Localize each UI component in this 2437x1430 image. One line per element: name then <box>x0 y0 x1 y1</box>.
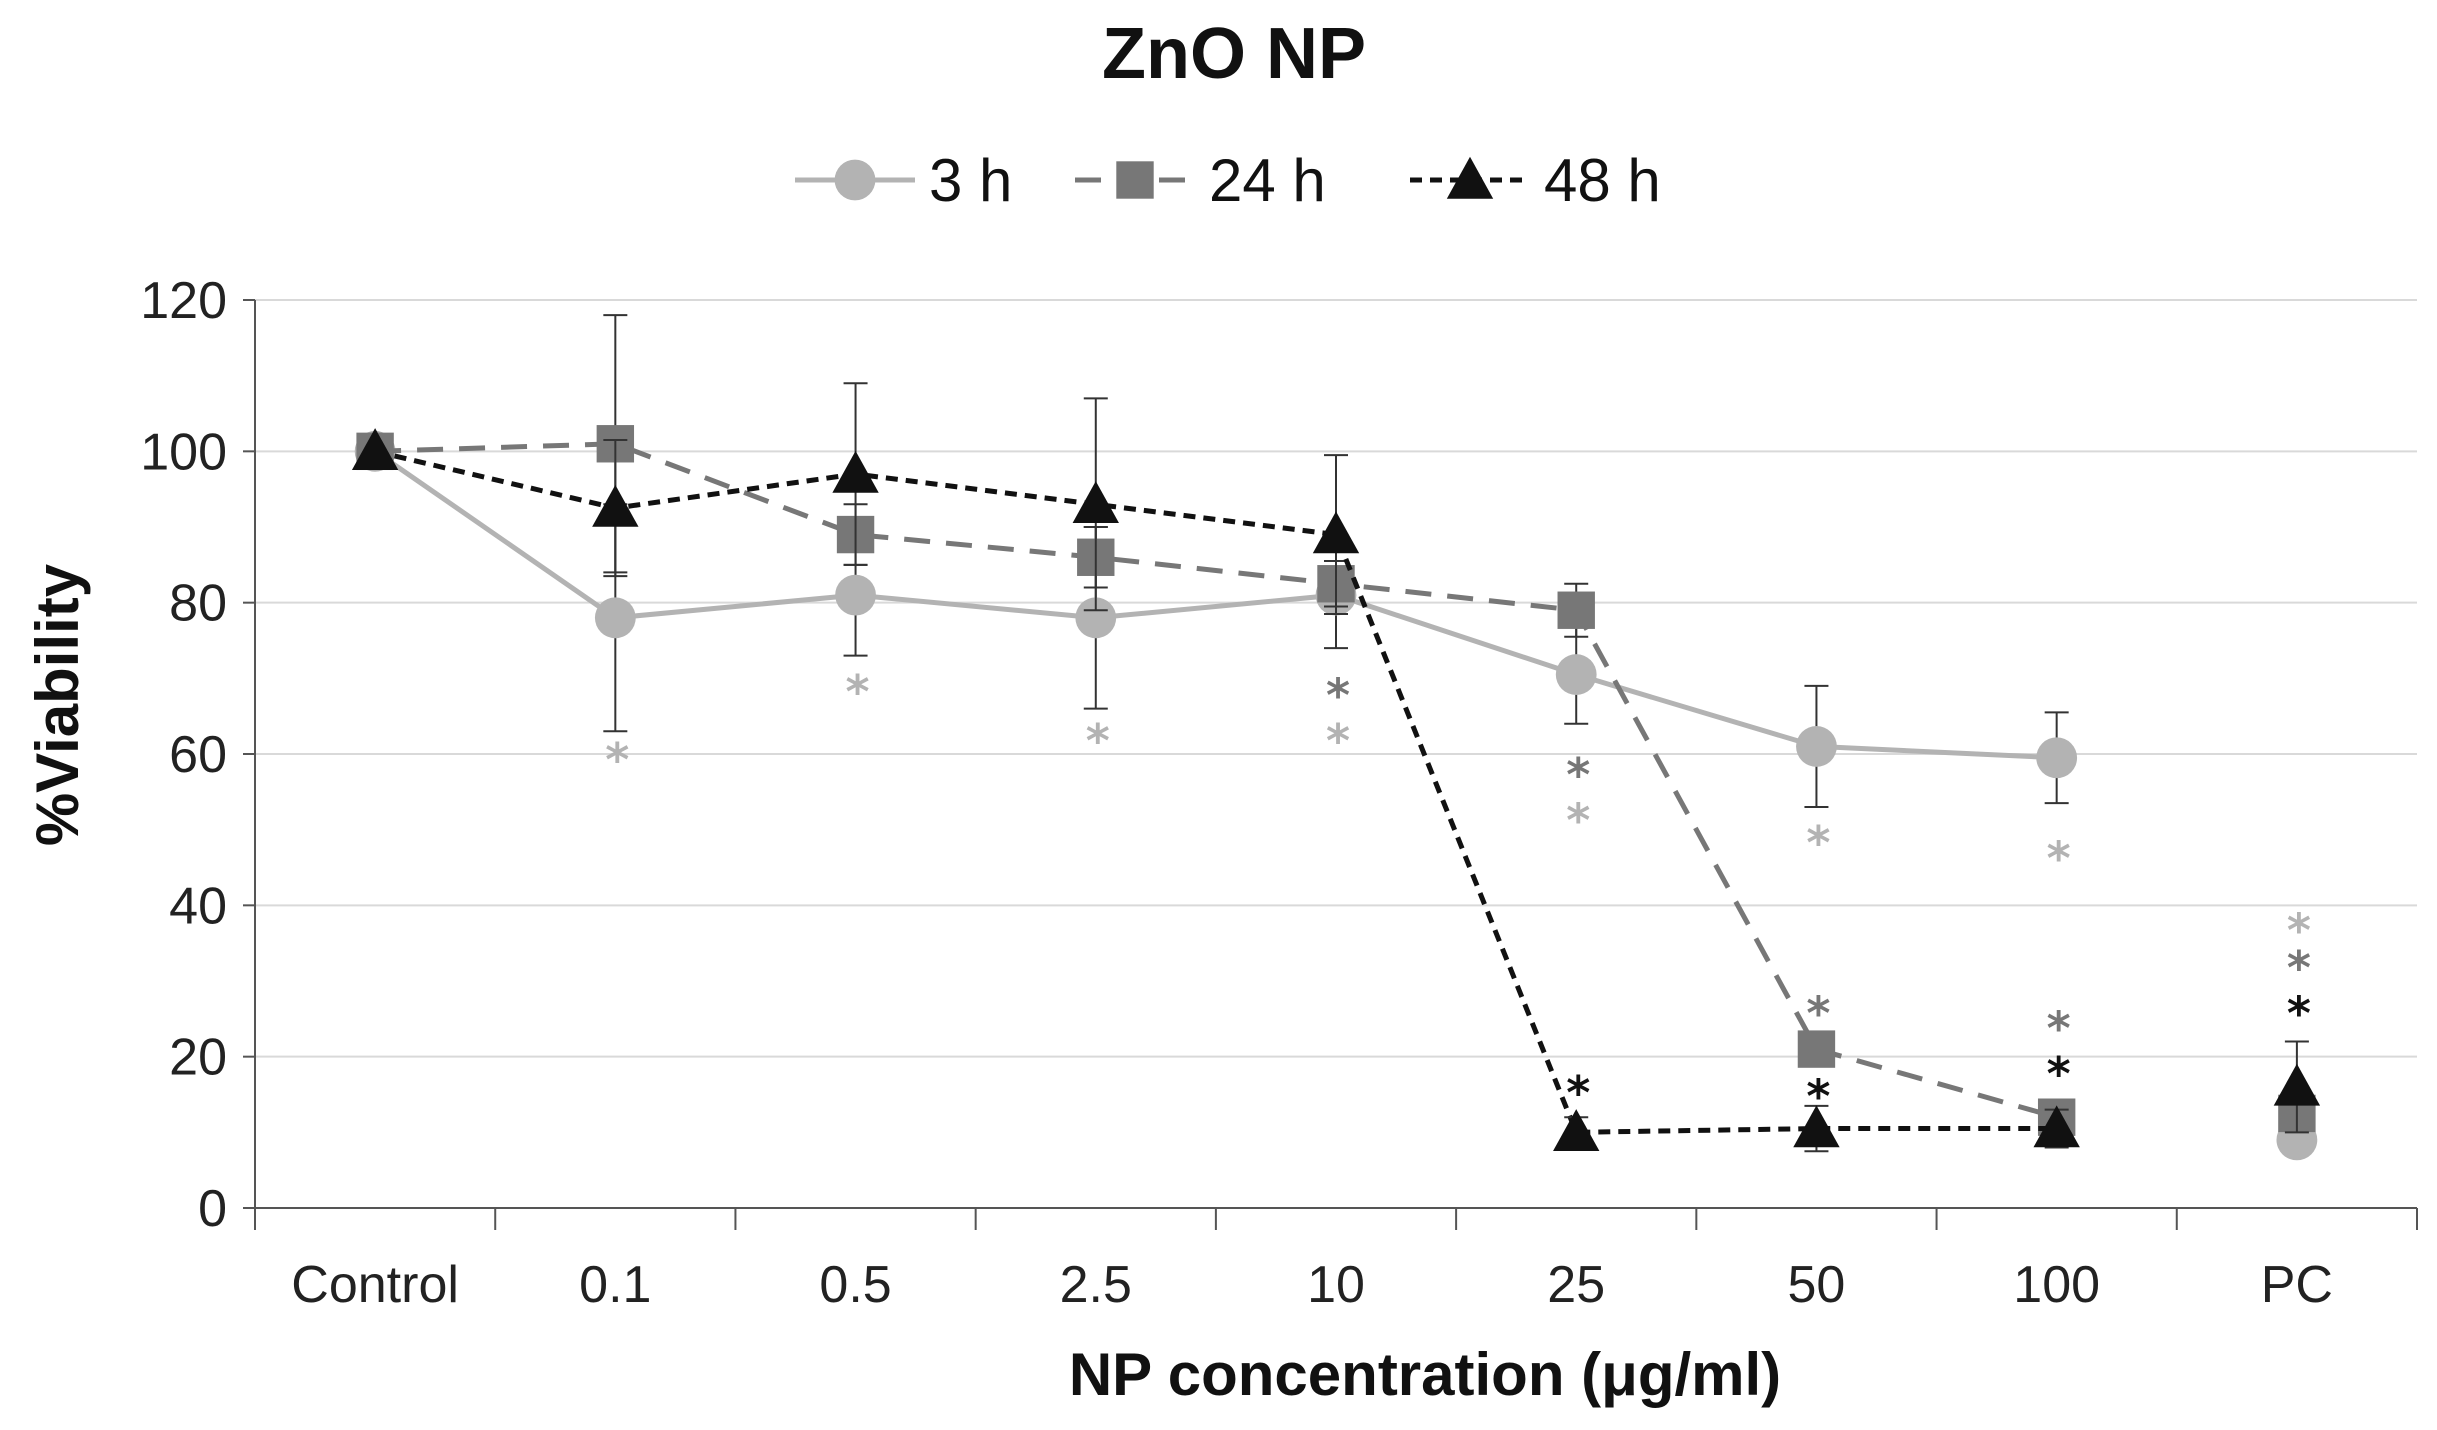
y-tick-label: 20 <box>169 1029 227 1087</box>
y-tick-label: 60 <box>169 726 227 784</box>
data-point <box>2033 1105 2080 1148</box>
x-tick-label-100: 100 <box>2013 1256 2100 1314</box>
legend-marker <box>1446 156 1494 199</box>
significance-star: * <box>2047 831 2071 885</box>
y-tick-label: 80 <box>169 575 227 633</box>
significance-star: * <box>605 733 629 787</box>
legend-item-3h: 3 h <box>795 147 1012 214</box>
x-axis-title: NP concentration (μg/ml) <box>1069 1341 1781 1408</box>
significance-star: * <box>1806 986 1830 1040</box>
legend-item-48h: 48 h <box>1410 147 1661 214</box>
significance-star: * <box>1806 1070 1830 1124</box>
chart-title: ZnO NP <box>1102 14 1366 94</box>
legend-label: 48 h <box>1544 147 1661 214</box>
data-point <box>2036 737 2078 779</box>
legend-label: 24 h <box>1209 147 1326 214</box>
data-point <box>835 574 876 616</box>
significance-star: * <box>846 665 870 719</box>
data-point <box>1797 1030 1836 1068</box>
significance-annotations: ******* * *** ****** <box>605 665 2311 1124</box>
legend-item-24h: 24 h <box>1075 147 1326 214</box>
legend-marker <box>1116 161 1154 199</box>
axes: 0 20 40 60 80 100 120 Control 0.1 0.5 2.5 10 25 50 100… <box>140 272 2418 1314</box>
significance-star: * <box>2287 986 2311 1040</box>
x-tick-label-2.5: 2.5 <box>1060 1256 1132 1314</box>
series-48h <box>351 382 2321 1153</box>
y-tick-label: 100 <box>140 423 227 481</box>
significance-star: * <box>2287 903 2311 957</box>
significance-star: * <box>1566 748 1590 802</box>
legend: 3 h 24 h 48 h <box>795 147 1661 214</box>
significance-star: * <box>1566 1066 1590 1120</box>
significance-star: * <box>1086 714 1110 768</box>
data-point <box>1553 1109 1600 1152</box>
significance-star: * <box>2047 1047 2071 1101</box>
data-point <box>351 428 399 471</box>
data-point <box>832 450 879 493</box>
data-point <box>1555 654 1597 695</box>
significance-star: * <box>1326 669 1350 723</box>
significance-star: * <box>1566 794 1590 848</box>
series-line <box>373 449 2057 761</box>
x-tick-label-control: Control <box>291 1256 459 1314</box>
data-point <box>1072 481 1119 523</box>
series-line <box>375 441 2058 1120</box>
significance-star: * <box>1806 816 1830 870</box>
data-point <box>1312 511 1360 554</box>
data-point <box>1793 1105 1840 1148</box>
legend-label: 3 h <box>929 147 1012 214</box>
data-point <box>1796 726 1837 767</box>
series-line <box>374 448 2057 1135</box>
y-tick-label: 0 <box>198 1180 227 1238</box>
data-point <box>594 597 636 639</box>
x-tick-label-pc: PC <box>2261 1256 2333 1314</box>
legend-marker <box>834 159 876 201</box>
significance-star: * <box>1326 714 1350 768</box>
y-tick-label: 120 <box>140 272 227 330</box>
significance-star: * <box>2047 1002 2071 1056</box>
significance-star: * <box>2287 941 2311 995</box>
data-point <box>1075 597 1117 639</box>
gridlines <box>255 299 2417 1058</box>
y-tick-label: 40 <box>169 877 227 935</box>
data-point <box>2273 1063 2321 1106</box>
y-axis-title: %Viability <box>24 563 91 846</box>
x-tick-label-25: 25 <box>1547 1256 1605 1314</box>
x-tick-label-0.1: 0.1 <box>579 1256 651 1314</box>
data-point <box>592 484 639 527</box>
x-tick-label-50: 50 <box>1788 1256 1846 1314</box>
x-tick-label-10: 10 <box>1307 1256 1365 1314</box>
data-point <box>1557 591 1595 629</box>
series-layer <box>351 314 2321 1161</box>
x-tick-label-0.5: 0.5 <box>819 1256 891 1314</box>
